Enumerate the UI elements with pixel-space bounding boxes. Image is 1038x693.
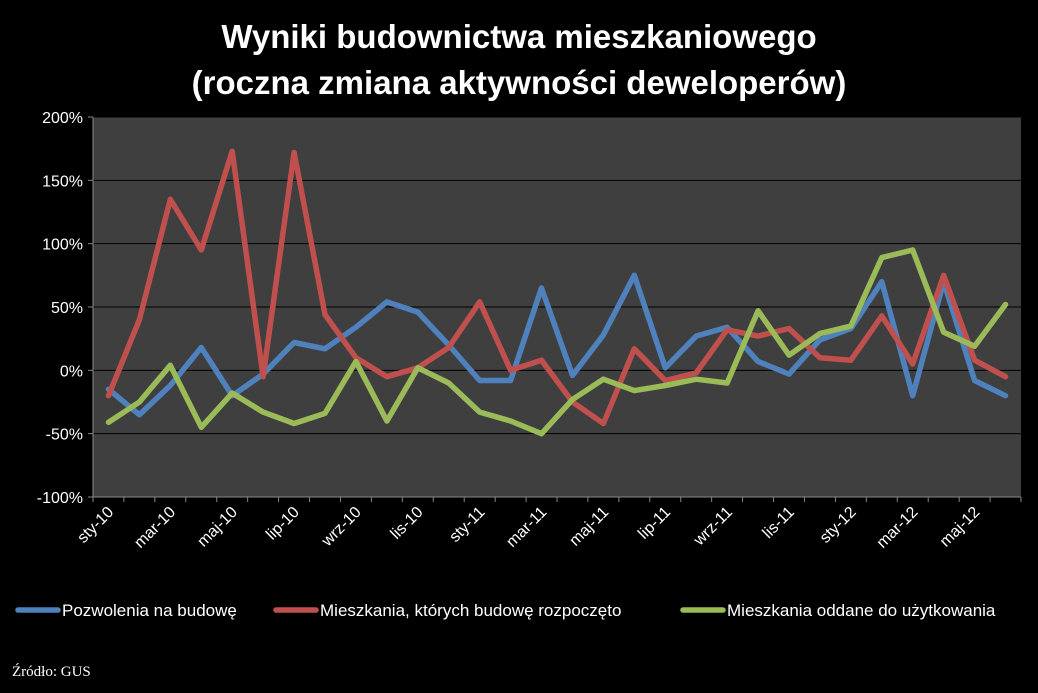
y-tick-label: -100% [37,490,83,507]
x-tick-label: mar-10 [131,504,179,552]
series-lines [105,148,1009,437]
x-tick-label: maj-12 [937,504,984,551]
x-tick-label: sty-11 [446,504,488,546]
x-tick-label: lis-11 [760,504,798,542]
y-tick-label: 100% [42,237,83,254]
series-line-2 [105,148,1009,427]
legend-label: Mieszkania, których budowę rozpoczęto [320,601,621,620]
y-tick-label: 150% [42,173,83,190]
legend-label: Pozwolenia na budowę [62,601,237,620]
chart-title: Wyniki budownictwa mieszkaniowego (roczn… [0,14,1038,106]
x-tick-label: wrz-11 [690,504,736,550]
x-tick-label: lis-10 [388,504,427,543]
x-tick-label: mar-12 [874,504,922,552]
x-tick-label: maj-11 [566,504,612,550]
legend-label: Mieszkania oddane do użytkowania [727,601,996,620]
x-tick-label: sty-10 [74,504,117,547]
chart-title-line-1: Wyniki budownictwa mieszkaniowego [221,18,817,55]
x-tick-label: wrz-10 [318,504,365,551]
legend: Pozwolenia na budowę Mieszkania, których … [15,601,996,620]
y-tick-label: 50% [51,300,83,317]
x-tick-label: sty-12 [817,504,860,547]
y-tick-label: 0% [60,363,83,380]
source-note: Źródło: GUS [12,664,91,680]
y-tick-label: -50% [46,427,83,444]
series-line-3 [105,247,1009,437]
y-axis: 200% 150% 100% 50% 0% -50% -100% [37,110,94,507]
x-axis: sty-10 mar-10 maj-10 lip-10 wrz-10 lis-10 sty-… [74,496,1022,552]
chart-title-line-2: (roczna zmiana aktywności deweloperów) [191,64,847,101]
x-tick-label: lip-11 [635,504,674,543]
y-tick-label: 200% [42,110,83,127]
x-tick-label: maj-10 [194,504,241,551]
x-tick-label: mar-11 [503,504,550,551]
x-tick-label: lip-10 [263,504,303,544]
